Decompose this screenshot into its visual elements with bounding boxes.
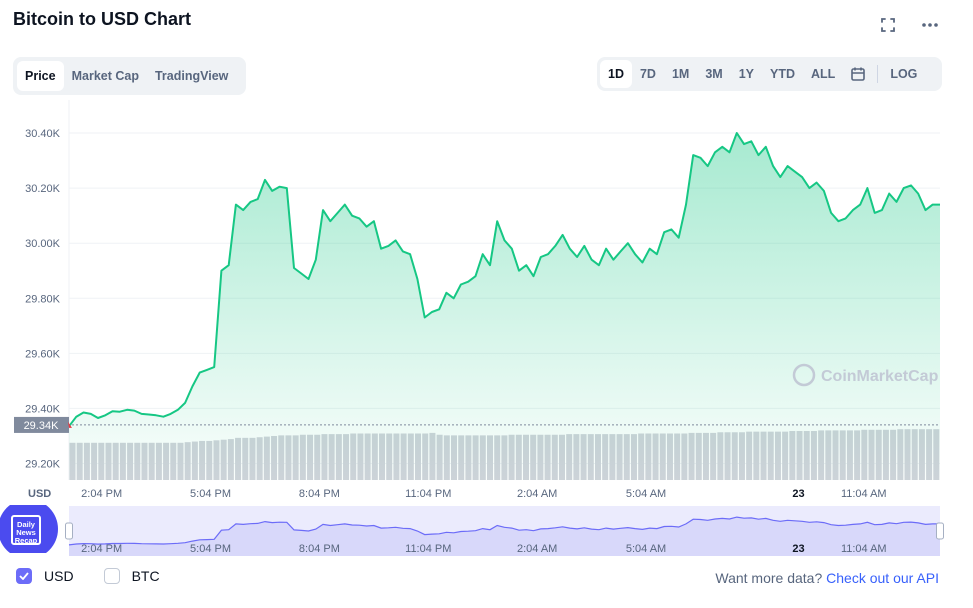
navigator-handle[interactable]: [936, 522, 944, 540]
divider: [877, 65, 879, 83]
badge-line-3: Recap: [15, 536, 38, 545]
usd-option[interactable]: USD: [16, 568, 74, 584]
header-actions: [877, 14, 941, 36]
y-tick-label: 30.20K: [25, 183, 61, 195]
usd-checkbox[interactable]: [16, 568, 32, 584]
x-tick-label: 5:04 AM: [626, 488, 666, 500]
tab-market-cap[interactable]: Market Cap: [71, 69, 139, 83]
navigator-tick-label: 5:04 AM: [626, 543, 666, 555]
price-area: [69, 133, 940, 480]
x-tick-label: 2:04 PM: [81, 488, 122, 500]
y-tick-label: 30.00K: [25, 238, 61, 250]
price-line: [68, 132, 940, 427]
y-tick-label: 29.20K: [25, 458, 61, 470]
chart-type-tabs: Price Market Cap TradingView: [13, 57, 246, 95]
navigator-tick-label: 23: [792, 543, 804, 555]
news-badge[interactable]: Daily News Recap: [0, 499, 60, 559]
navigator-tick-label: 5:04 PM: [190, 543, 231, 555]
navigator-tick-label: 2:04 AM: [517, 543, 557, 555]
range-all[interactable]: ALL: [811, 67, 836, 81]
navigator-tick-label: 11:04 PM: [405, 543, 451, 555]
page-title: Bitcoin to USD Chart: [13, 9, 191, 29]
x-tick-label: 23: [792, 488, 804, 500]
coinmarketcap-logo-icon: [792, 363, 816, 387]
expand-icon[interactable]: [877, 14, 899, 36]
time-range-selector: 1D 7D 1M 3M 1Y YTD ALL LOG: [597, 57, 942, 91]
current-price-label-bg: [14, 416, 69, 433]
range-1m[interactable]: 1M: [671, 67, 690, 81]
btc-checkbox[interactable]: [103, 568, 120, 584]
badge-line-1: Daily: [17, 520, 36, 529]
axis-unit-label: USD: [28, 488, 51, 500]
more-dots-icon[interactable]: [919, 14, 941, 36]
usd-label: USD: [44, 568, 74, 584]
range-1y[interactable]: 1Y: [738, 67, 755, 81]
navigator-handle[interactable]: [65, 522, 73, 540]
tab-price[interactable]: Price: [17, 61, 64, 91]
y-tick-label: 29.60K: [25, 348, 61, 360]
range-3m[interactable]: 3M: [705, 67, 723, 81]
btc-option[interactable]: BTC: [103, 568, 160, 584]
range-ytd[interactable]: YTD: [770, 67, 796, 81]
calendar-icon[interactable]: [843, 60, 873, 88]
more-data-prompt: Want more data? Check out our API: [715, 570, 939, 586]
range-1d[interactable]: 1D: [600, 60, 632, 88]
x-tick-label: 11:04 PM: [405, 488, 451, 500]
watermark-text: CoinMarketCap: [821, 368, 939, 385]
navigator-tick-label: 8:04 PM: [299, 543, 340, 555]
log-scale-toggle[interactable]: LOG: [890, 67, 918, 81]
x-tick-label: 2:04 AM: [517, 488, 557, 500]
range-7d[interactable]: 7D: [639, 67, 656, 81]
navigator-area: [69, 517, 940, 556]
navigator-tick-label: 11:04 AM: [841, 543, 887, 555]
open-marker: [68, 421, 72, 428]
navigator-line: [68, 516, 940, 546]
x-tick-label: 11:04 AM: [841, 488, 887, 500]
badge-line-2: News: [16, 528, 36, 537]
x-tick-label: 8:04 PM: [299, 488, 340, 500]
price-chart: 30.40K 30.20K 30.00K 29.80K 29.60K 29.40K 29.2…: [14, 100, 944, 556]
y-tick-label: 29.80K: [25, 293, 61, 305]
x-tick-label: 5:04 PM: [190, 488, 231, 500]
navigator-tick-label: 2:04 PM: [81, 543, 122, 555]
y-tick-label: 29.40K: [25, 403, 61, 415]
y-tick-label: 30.40K: [25, 128, 61, 140]
btc-label: BTC: [131, 568, 160, 584]
currency-options: USD BTC: [16, 568, 190, 584]
current-price-label: 29.34K: [24, 420, 60, 432]
more-data-text: Want more data?: [715, 570, 823, 586]
api-link[interactable]: Check out our API: [826, 570, 939, 586]
tab-tradingview[interactable]: TradingView: [154, 69, 229, 83]
